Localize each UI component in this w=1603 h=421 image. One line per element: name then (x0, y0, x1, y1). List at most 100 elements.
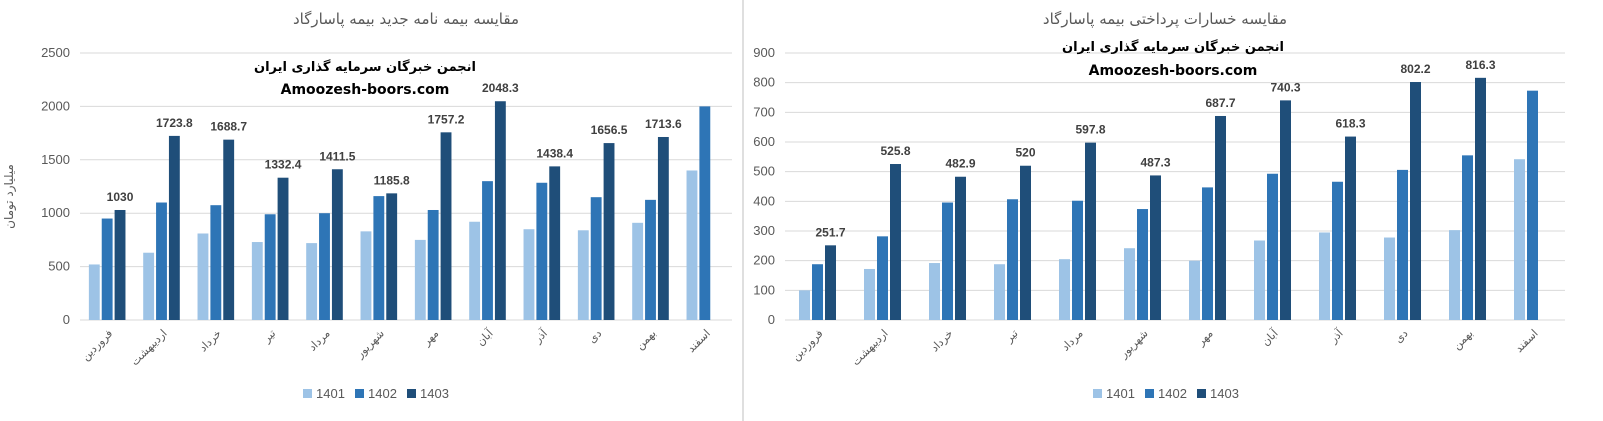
y-tick-label: 1000 (41, 205, 70, 220)
legend-label: 1402 (368, 386, 397, 401)
bar-1403 (386, 193, 398, 320)
y-tick-label: 500 (48, 259, 70, 274)
bar-1401 (1254, 240, 1265, 320)
bar-1402 (1072, 200, 1083, 320)
bar-1401 (1514, 159, 1525, 320)
x-tick-label: تیر (1002, 327, 1021, 346)
bar-1403 (955, 176, 966, 320)
data-label: 487.3 (1140, 155, 1170, 169)
legend-label: 1401 (316, 386, 345, 401)
legend-label: 1403 (420, 386, 449, 401)
legend-label: 1401 (1106, 386, 1135, 401)
legend-swatch (303, 389, 312, 398)
y-axis-label: میلیارد تومان (2, 164, 17, 229)
data-label: 1411.5 (319, 149, 355, 163)
bar-1403 (1150, 175, 1161, 320)
bar-1401 (523, 229, 535, 320)
watermark-line-1: انجمن خبرگان سرمایه گذاری ایران (254, 59, 476, 75)
data-label: 618.3 (1335, 117, 1365, 131)
legend-swatch (355, 389, 364, 398)
x-tick-label: شهریور (1116, 327, 1150, 361)
bar-1403 (549, 166, 561, 320)
bar-1402 (319, 213, 330, 320)
data-label: 1656.5 (591, 123, 628, 137)
data-label: 1332.4 (265, 158, 302, 172)
bar-1403 (168, 135, 180, 320)
bar-1403 (1085, 142, 1096, 320)
bar-1401 (994, 264, 1005, 320)
data-label: 1030 (107, 190, 134, 204)
bar-1402 (101, 218, 113, 320)
bar-1402 (1267, 173, 1278, 320)
bar-1401 (577, 230, 589, 320)
y-tick-label: 0 (63, 312, 70, 327)
bar-1402 (1007, 199, 1018, 320)
data-label: 1688.7 (210, 120, 247, 134)
y-tick-label: 500 (753, 164, 775, 179)
bar-1401 (929, 263, 940, 320)
data-label: 1438.4 (536, 146, 573, 160)
data-label: 1723.8 (156, 116, 193, 130)
bar-1401 (1059, 259, 1070, 320)
bar-1402 (1397, 169, 1408, 320)
watermark-line-1: انجمن خبرگان سرمایه گذاری ایران (1062, 39, 1284, 55)
bar-1403 (1475, 77, 1486, 321)
bar-1401 (360, 231, 372, 320)
x-tick-label: فروردین (79, 327, 115, 363)
bar-1403 (1345, 136, 1356, 320)
bar-1401 (1319, 232, 1330, 320)
x-tick-label: آبان (473, 326, 496, 349)
y-tick-label: 1500 (41, 152, 70, 167)
bar-1403 (1410, 82, 1421, 320)
bar-1401 (469, 221, 481, 320)
y-tick-label: 900 (753, 45, 775, 60)
bar-1403 (890, 164, 901, 320)
data-label: 251.7 (815, 225, 845, 239)
data-label: 1713.6 (645, 117, 682, 131)
bar-1401 (1449, 230, 1460, 320)
x-tick-label: آذر (530, 326, 551, 347)
bar-1401 (632, 222, 644, 320)
chart-title: مقایسه بیمه نامه جدید بیمه پاسارگاد (293, 10, 519, 29)
legend-swatch (1197, 389, 1206, 398)
bar-1401 (414, 239, 426, 320)
bar-1401 (1384, 237, 1395, 320)
bar-1401 (799, 290, 810, 320)
data-label: 1185.8 (374, 173, 410, 187)
bar-1403 (223, 139, 235, 320)
data-label: 482.9 (945, 157, 975, 171)
bar-1403 (494, 101, 506, 320)
x-tick-label: مرداد (306, 327, 333, 354)
bar-1402 (1202, 187, 1213, 320)
bar-1402 (1332, 181, 1343, 320)
legend-label: 1402 (1158, 386, 1187, 401)
bar-1401 (306, 243, 318, 320)
data-label: 597.8 (1075, 123, 1105, 137)
y-tick-label: 300 (753, 223, 775, 238)
bar-1403 (657, 136, 669, 320)
bar-1402 (482, 181, 493, 320)
chart-title: مقایسه خسارات پرداختی بیمه پاسارگاد (1043, 10, 1287, 29)
bar-1402 (1527, 90, 1538, 320)
x-tick-label: مهر (1194, 327, 1216, 349)
watermark-line-2: Amoozesh-boors.com (281, 82, 450, 98)
data-label: 2048.3 (482, 81, 519, 95)
bar-1401 (686, 170, 698, 320)
data-label: 816.3 (1465, 58, 1495, 72)
bar-1402 (156, 202, 167, 320)
x-tick-label: دی (1392, 327, 1411, 346)
bar-1402 (699, 106, 711, 321)
x-tick-label: فروردین (789, 327, 825, 363)
bar-1401 (143, 252, 155, 320)
y-tick-label: 200 (753, 253, 775, 268)
bar-1403 (825, 245, 836, 320)
y-tick-label: 600 (753, 134, 775, 149)
x-tick-label: دی (586, 327, 605, 346)
bar-1402 (812, 264, 823, 320)
bar-1401 (251, 242, 263, 320)
bar-1402 (1137, 209, 1148, 320)
y-tick-label: 2000 (41, 98, 70, 113)
x-tick-label: اسفند (685, 327, 713, 355)
